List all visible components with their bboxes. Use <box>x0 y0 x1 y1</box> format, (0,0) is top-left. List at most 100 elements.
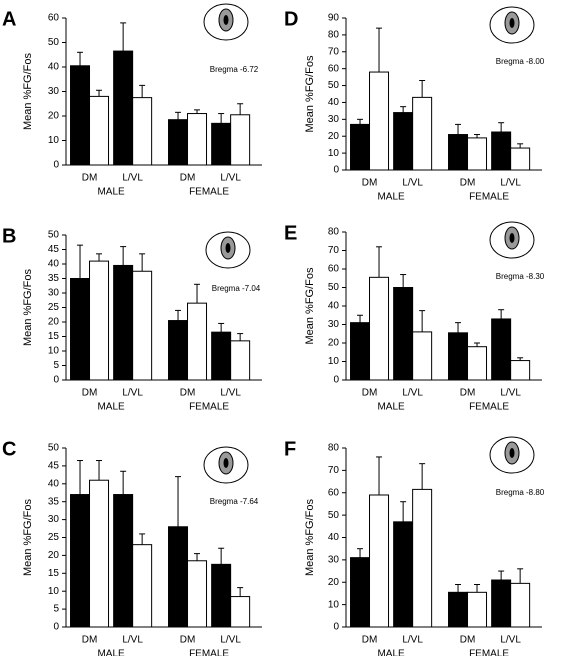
y-tick-label: 60 <box>48 13 60 24</box>
y-tick-label: 40 <box>328 301 340 312</box>
x-tick-label: DM <box>362 178 378 189</box>
y-axis-label: Mean %FG/Fos <box>22 498 34 576</box>
x-tick-label: DM <box>460 178 476 189</box>
y-tick-label: 0 <box>53 375 59 386</box>
bar <box>491 131 512 171</box>
bar <box>412 96 433 171</box>
x-tick-label: L/VL <box>122 173 143 184</box>
y-tick-label: 40 <box>48 62 60 73</box>
y-tick-label: 10 <box>328 356 340 367</box>
bar <box>70 65 91 166</box>
brain-core <box>225 243 231 253</box>
y-tick-label: 30 <box>48 86 60 97</box>
bar <box>89 260 110 381</box>
x-tick-label: L/VL <box>500 388 521 399</box>
y-axis-label: Mean %FG/Fos <box>304 55 316 133</box>
bar <box>369 276 390 381</box>
y-tick-label: 80 <box>328 30 340 41</box>
x-tick-label: DM <box>180 173 196 184</box>
x-tick-label: L/VL <box>500 635 521 646</box>
bar <box>369 494 390 628</box>
bar <box>168 320 189 381</box>
y-tick-label: 25 <box>48 302 60 313</box>
x-tick-label: L/VL <box>402 635 423 646</box>
x-tick-label: DM <box>362 388 378 399</box>
group-label: MALE <box>97 187 125 198</box>
bar <box>89 95 110 166</box>
x-tick-label: L/VL <box>122 635 143 646</box>
x-tick-label: L/VL <box>122 388 143 399</box>
y-tick-label: 10 <box>48 586 60 597</box>
bar <box>187 302 208 381</box>
y-tick-label: 20 <box>48 550 60 561</box>
y-tick-label: 90 <box>328 13 340 24</box>
y-tick-label: 50 <box>48 443 60 454</box>
x-tick-label: L/VL <box>402 178 423 189</box>
group-label: MALE <box>377 192 405 203</box>
panel-label: F <box>284 438 296 460</box>
group-label: FEMALE <box>469 649 509 656</box>
annotation: Bregma -8.00 <box>496 57 545 66</box>
brain-core <box>223 458 229 468</box>
annotation: Bregma -7.64 <box>210 497 259 506</box>
x-tick-label: L/VL <box>220 388 241 399</box>
bar <box>168 526 189 628</box>
bar <box>211 331 232 381</box>
y-tick-label: 0 <box>333 165 339 176</box>
y-tick-label: 30 <box>48 288 60 299</box>
bar <box>132 97 153 166</box>
y-tick-label: 0 <box>333 375 339 386</box>
x-tick-label: DM <box>180 635 196 646</box>
bar <box>369 71 390 171</box>
y-tick-label: 45 <box>48 244 60 255</box>
x-tick-label: DM <box>460 635 476 646</box>
bar <box>467 591 488 628</box>
y-tick-label: 60 <box>328 63 340 74</box>
bar <box>187 113 208 166</box>
group-label: MALE <box>97 402 125 413</box>
y-tick-label: 35 <box>48 496 60 507</box>
bar <box>350 123 371 171</box>
y-tick-label: 5 <box>53 604 59 615</box>
bar <box>510 360 531 381</box>
annotation: Bregma -8.30 <box>496 272 545 281</box>
x-tick-label: DM <box>362 635 378 646</box>
y-tick-label: 15 <box>48 331 60 342</box>
y-tick-label: 40 <box>328 532 340 543</box>
bar <box>510 582 531 628</box>
y-tick-label: 30 <box>48 514 60 525</box>
y-tick-label: 20 <box>48 317 60 328</box>
bar <box>412 331 433 381</box>
bar <box>448 134 469 171</box>
bar <box>113 50 134 166</box>
y-tick-label: 80 <box>328 227 340 238</box>
bar <box>113 264 134 381</box>
bar <box>89 479 110 628</box>
bar <box>113 494 134 628</box>
brain-core <box>509 448 515 458</box>
y-tick-label: 20 <box>48 111 60 122</box>
bar <box>230 340 251 381</box>
annotation: Bregma -7.04 <box>212 284 261 293</box>
y-axis-label: Mean %FG/Fos <box>22 52 34 130</box>
y-axis-label: Mean %FG/Fos <box>304 498 316 576</box>
y-tick-label: 10 <box>48 346 60 357</box>
y-tick-label: 70 <box>328 245 340 256</box>
annotation: Bregma -6.72 <box>210 65 259 74</box>
y-tick-label: 0 <box>333 622 339 633</box>
y-tick-label: 50 <box>328 510 340 521</box>
y-tick-label: 10 <box>48 135 60 146</box>
group-label: MALE <box>97 649 125 656</box>
x-tick-label: L/VL <box>220 635 241 646</box>
y-tick-label: 70 <box>328 46 340 57</box>
bar <box>187 560 208 628</box>
x-tick-label: DM <box>82 388 98 399</box>
y-tick-label: 20 <box>328 131 340 142</box>
group-label: FEMALE <box>189 187 229 198</box>
bar <box>467 346 488 381</box>
y-axis-label: Mean %FG/Fos <box>22 268 34 346</box>
panel-label: A <box>2 8 16 30</box>
bar <box>230 114 251 166</box>
bar <box>491 579 512 628</box>
